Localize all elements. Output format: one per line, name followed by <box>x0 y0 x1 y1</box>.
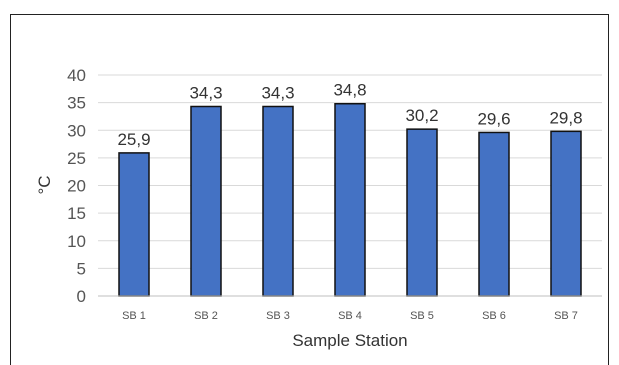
y-tick-label: 30 <box>67 121 86 140</box>
x-tick-label: SB 6 <box>482 310 506 322</box>
y-tick-label: 15 <box>67 204 86 223</box>
x-tick-label: SB 5 <box>410 310 434 322</box>
x-tick-label: SB 7 <box>554 310 578 322</box>
data-label: 29,8 <box>549 108 582 127</box>
x-axis-title: Sample Station <box>292 331 407 350</box>
y-tick-label: 0 <box>77 287 86 306</box>
bar-sb-7 <box>550 130 582 297</box>
y-tick-label: 5 <box>77 259 86 278</box>
y-tick-label: 20 <box>67 177 86 196</box>
x-tick-label: SB 2 <box>194 310 218 322</box>
x-tick-label: SB 1 <box>122 310 146 322</box>
data-labels: 25,9 34,3 34,3 34,8 30,2 29,6 29,8 <box>117 81 582 149</box>
bars <box>118 102 582 297</box>
bar-sb-6 <box>478 131 510 297</box>
bar-sb-4 <box>334 102 366 297</box>
data-label: 34,3 <box>261 83 294 102</box>
x-tick-label: SB 4 <box>338 310 362 322</box>
y-tick-label: 40 <box>67 66 86 85</box>
bar-sb-5 <box>406 128 438 297</box>
x-axis-ticks: SB 1 SB 2 SB 3 SB 4 SB 5 SB 6 SB 7 <box>122 310 578 322</box>
data-label: 34,3 <box>189 83 222 102</box>
y-tick-label: 25 <box>67 149 86 168</box>
x-tick-label: SB 3 <box>266 310 290 322</box>
y-axis-ticks: 0 5 10 15 20 25 30 35 40 <box>67 66 86 306</box>
y-axis-title: °C <box>35 175 54 194</box>
bar-sb-2 <box>190 105 222 297</box>
data-label: 30,2 <box>405 106 438 125</box>
data-label: 34,8 <box>333 81 366 100</box>
bar-sb-1 <box>118 152 150 297</box>
y-tick-label: 35 <box>67 94 86 113</box>
data-label: 29,6 <box>477 109 510 128</box>
y-tick-label: 10 <box>67 232 86 251</box>
data-label: 25,9 <box>117 130 150 149</box>
bar-sb-3 <box>262 105 294 297</box>
